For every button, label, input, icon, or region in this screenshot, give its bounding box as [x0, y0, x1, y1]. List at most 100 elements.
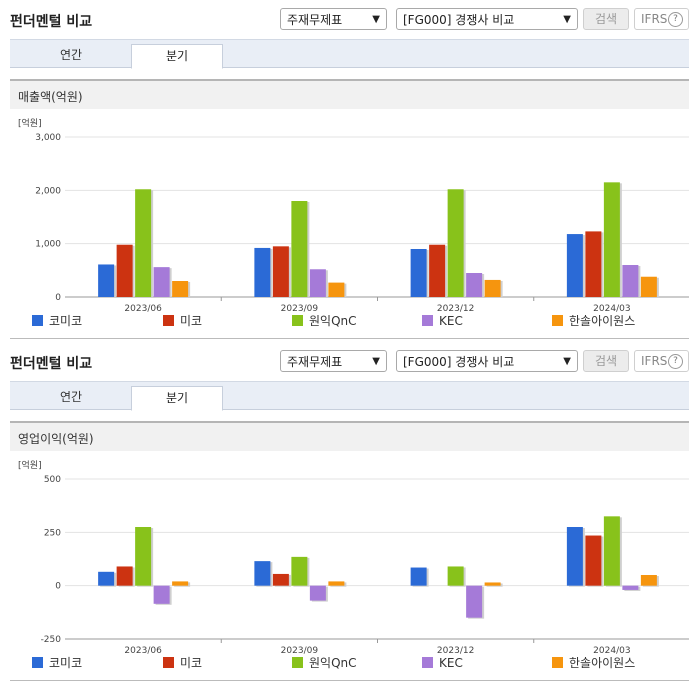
unit-label: [억원]: [18, 117, 42, 129]
bar-2: [272, 246, 289, 297]
chevron-down-icon: ▼: [372, 356, 380, 367]
operating-profit-chart-svg: [억원] -250 0 250 500 2023/06 2023/09 2023/12 2024…: [18, 459, 689, 670]
fundamental-panel-sales: 펀더멘털 비교 주재무제표 ▼ [FG000] 경쟁사 비교 ▼ 검색 IFRS…: [0, 0, 696, 342]
peer-group-value: [FG000] 경쟁사 비교: [403, 13, 515, 27]
panel-divider: [10, 338, 689, 339]
x-tick-label: 2024/03: [593, 304, 630, 314]
bar-2: [116, 244, 133, 297]
bar-3: [135, 527, 152, 586]
bar-5: [172, 281, 189, 297]
legend-swatch: [422, 315, 433, 326]
period-tabs: 연간 분기: [10, 381, 689, 411]
sales-chart-svg: [억원] 0 1,000 2,000 3,000 2023/06 2023/09 2023/1…: [18, 117, 689, 328]
legend-label: 코미코: [49, 314, 82, 328]
bar-5: [640, 575, 657, 586]
legend-swatch: [292, 657, 303, 668]
bar-4: [309, 269, 326, 297]
bar-5: [172, 581, 189, 586]
legend-swatch: [552, 315, 563, 326]
bar-4: [466, 585, 483, 618]
chevron-down-icon: ▼: [563, 14, 571, 25]
y-tick-label: 500: [44, 475, 61, 485]
tab-annual[interactable]: 연간: [59, 48, 83, 62]
bar-1: [254, 561, 271, 586]
tab-quarterly[interactable]: 분기: [131, 44, 223, 69]
section-title: 영업이익(억원): [18, 432, 94, 446]
operating-profit-chart: [억원] -250 0 250 500 2023/06 2023/09 2023/12 2024…: [10, 455, 689, 685]
bar-1: [410, 567, 427, 586]
y-tick-label: 2,000: [35, 186, 61, 196]
legend-label: 한솔아이원스: [569, 656, 635, 670]
fundamental-panel-operating-profit: 펀더멘털 비교 주재무제표 ▼ [FG000] 경쟁사 비교 ▼ 검색 IFRS…: [0, 342, 696, 684]
bar-4: [153, 585, 170, 604]
x-tick-label: 2023/09: [281, 646, 319, 656]
x-tick-label: 2023/06: [124, 304, 162, 314]
help-icon[interactable]: ?: [668, 12, 683, 27]
y-tick-label: 250: [44, 528, 61, 538]
period-tabs: 연간 분기: [10, 39, 689, 69]
y-tick-label: 0: [55, 582, 61, 592]
bar-1: [566, 234, 583, 297]
legend-swatch: [422, 657, 433, 668]
tab-quarterly[interactable]: 분기: [131, 386, 223, 411]
bar-2: [429, 244, 446, 297]
tab-annual[interactable]: 연간: [59, 390, 83, 404]
bar-2: [585, 535, 602, 586]
bar-1: [98, 571, 115, 586]
x-tick-label: 2023/06: [124, 646, 162, 656]
legend-swatch: [163, 657, 174, 668]
legend-label: 코미코: [49, 656, 82, 670]
statement-type-select[interactable]: 주재무제표 ▼: [280, 350, 387, 372]
bar-3: [447, 189, 464, 297]
bar-2: [116, 566, 133, 586]
section-header: 영업이익(억원): [10, 421, 689, 451]
unit-label: [억원]: [18, 459, 42, 471]
legend-swatch: [32, 657, 43, 668]
bar-4: [309, 585, 326, 601]
peer-group-select[interactable]: [FG000] 경쟁사 비교 ▼: [396, 350, 578, 372]
legend-label: 원익QnC: [309, 656, 357, 670]
ifrs-button[interactable]: IFRS ?: [634, 8, 689, 30]
x-tick-label: 2024/03: [593, 646, 630, 656]
legend-label: KEC: [439, 314, 463, 328]
ifrs-button[interactable]: IFRS ?: [634, 350, 689, 372]
legend-label: 미코: [180, 656, 202, 670]
chevron-down-icon: ▼: [563, 356, 571, 367]
bar-1: [566, 527, 583, 586]
ifrs-label: IFRS: [641, 354, 668, 368]
legend-label: 미코: [180, 314, 202, 328]
bar-1: [98, 264, 115, 297]
search-button[interactable]: 검색: [583, 350, 629, 372]
legend-swatch: [32, 315, 43, 326]
bar-3: [291, 201, 308, 297]
bar-4: [153, 267, 170, 297]
peer-group-select[interactable]: [FG000] 경쟁사 비교 ▼: [396, 8, 578, 30]
bar-3: [135, 189, 152, 297]
bar-1: [410, 249, 427, 297]
section-title: 매출액(억원): [18, 90, 83, 104]
bar-4: [466, 273, 483, 297]
y-tick-label: 3,000: [35, 133, 61, 143]
bar-3: [447, 566, 464, 586]
bar-3: [603, 516, 620, 586]
bar-5: [484, 279, 501, 297]
help-icon[interactable]: ?: [668, 354, 683, 369]
statement-type-select[interactable]: 주재무제표 ▼: [280, 8, 387, 30]
peer-group-value: [FG000] 경쟁사 비교: [403, 355, 515, 369]
search-button[interactable]: 검색: [583, 8, 629, 30]
bar-4: [622, 585, 639, 590]
statement-type-value: 주재무제표: [287, 355, 343, 369]
legend-swatch: [292, 315, 303, 326]
statement-type-value: 주재무제표: [287, 13, 343, 27]
bar-4: [622, 265, 639, 297]
sales-chart: [억원] 0 1,000 2,000 3,000 2023/06 2023/09 2023/1…: [10, 113, 689, 343]
bar-3: [603, 182, 620, 297]
bar-5: [640, 276, 657, 297]
x-tick-label: 2023/12: [437, 304, 474, 314]
bar-1: [254, 247, 271, 297]
legend-label: 원익QnC: [309, 314, 357, 328]
bar-5: [328, 581, 345, 586]
bar-5: [484, 582, 501, 586]
panel-divider: [10, 680, 689, 681]
y-tick-label: 1,000: [35, 240, 61, 250]
